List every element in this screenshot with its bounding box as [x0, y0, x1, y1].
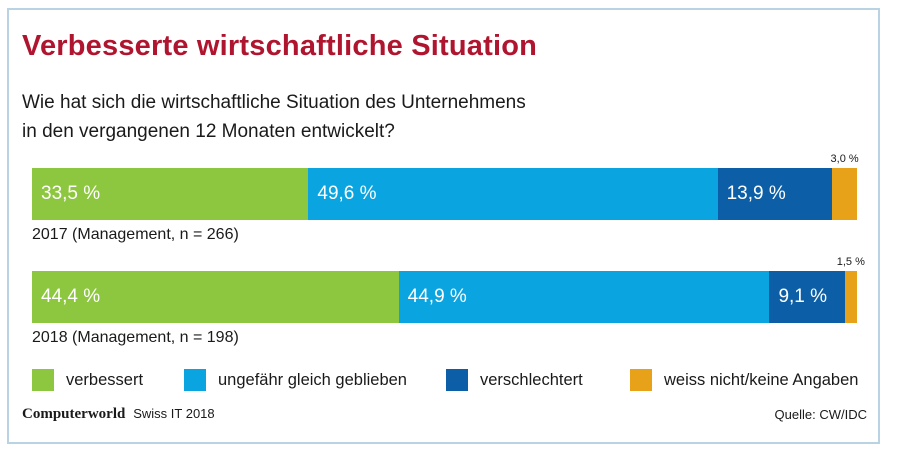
chart-subtitle: Wie hat sich die wirtschaftliche Situati… — [22, 88, 526, 146]
brand-logo: Computerworld — [22, 406, 126, 422]
legend: verbessert ungefähr gleich geblieben ver… — [0, 369, 897, 393]
bar-segment-gleich-2017: 49,6 % — [308, 168, 718, 220]
bar-row-2018: 44,4 % 44,9 % 9,1 % — [32, 271, 857, 323]
data-label-keine-angaben-2017: 3,0 % — [830, 153, 859, 165]
bar-segment-keine-angaben-2017 — [832, 168, 857, 220]
legend-item-verbessert: verbessert — [32, 369, 143, 391]
legend-label-keine-angaben: weiss nicht/keine Angaben — [664, 370, 859, 389]
data-label-verbessert-2017: 33,5 % — [41, 183, 101, 204]
legend-item-gleich: ungefähr gleich geblieben — [184, 369, 407, 391]
bar-segment-verschlechtert-2018: 9,1 % — [769, 271, 845, 323]
legend-swatch-gleich — [184, 369, 206, 391]
bar-segment-verbessert-2017: 33,5 % — [32, 168, 309, 220]
data-label-verschlechtert-2017: 13,9 % — [726, 183, 786, 204]
data-label-verbessert-2018: 44,4 % — [41, 286, 101, 307]
bar-caption-2018: 2018 (Management, n = 198) — [32, 329, 239, 346]
footer-publication: Computerworld Swiss IT 2018 — [22, 405, 215, 423]
source-note: Quelle: CW/IDC — [774, 407, 867, 422]
bar-segment-verschlechtert-2017: 13,9 % — [717, 168, 833, 220]
bar-segment-verbessert-2018: 44,4 % — [32, 271, 399, 323]
legend-swatch-verbessert — [32, 369, 54, 391]
legend-item-keine-angaben: weiss nicht/keine Angaben — [630, 369, 858, 391]
legend-item-verschlechtert: verschlechtert — [446, 369, 583, 391]
bar-segment-gleich-2018: 44,9 % — [398, 271, 770, 323]
legend-swatch-verschlechtert — [446, 369, 468, 391]
chart-frame — [7, 8, 880, 444]
subtitle-line-2: in den vergangenen 12 Monaten entwickelt… — [22, 121, 395, 142]
edition-label: Swiss IT 2018 — [133, 406, 215, 421]
legend-label-gleich: ungefähr gleich geblieben — [218, 370, 407, 389]
bar-segment-keine-angaben-2018 — [844, 271, 857, 323]
data-label-keine-angaben-2018: 1,5 % — [836, 256, 865, 268]
chart-title: Verbesserte wirtschaftliche Situation — [22, 30, 538, 62]
bar-row-2017: 33,5 % 49,6 % 13,9 % — [32, 168, 857, 220]
bar-caption-2017: 2017 (Management, n = 266) — [32, 226, 239, 243]
data-label-gleich-2018: 44,9 % — [407, 286, 467, 307]
legend-swatch-keine-angaben — [630, 369, 652, 391]
data-label-verschlechtert-2018: 9,1 % — [778, 286, 828, 307]
data-label-gleich-2017: 49,6 % — [317, 183, 377, 204]
legend-label-verbessert: verbessert — [66, 370, 144, 389]
legend-label-verschlechtert: verschlechtert — [480, 370, 583, 389]
subtitle-line-1: Wie hat sich die wirtschaftliche Situati… — [22, 92, 526, 113]
